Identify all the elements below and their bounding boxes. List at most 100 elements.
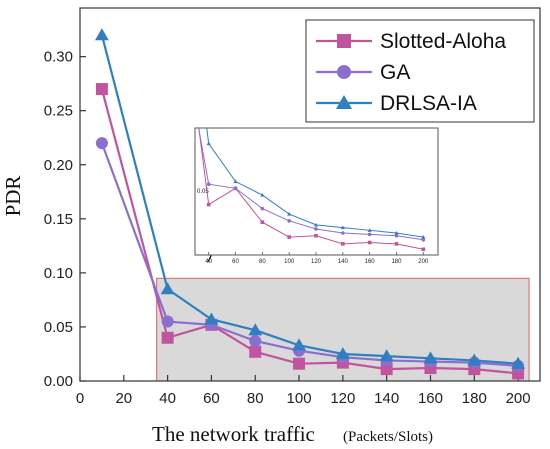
data-point-square (337, 34, 351, 48)
x-tick-label: 120 (330, 390, 355, 407)
data-point-triangle (394, 230, 399, 235)
data-point-square (314, 233, 318, 238)
data-point-circle (287, 219, 291, 223)
data-point-circle (367, 232, 372, 237)
data-point-square (421, 247, 426, 252)
inset-zoom-chart: 40 60 80 100 120 140 160 180 200 0.05 (194, 127, 439, 265)
data-point-square (293, 357, 306, 370)
y-tick-label: 0.25 (44, 103, 73, 120)
x-tick-label: 40 (159, 390, 176, 407)
data-point-circle (206, 182, 211, 187)
plot-frame (79, 7, 541, 382)
data-point-triangle (206, 141, 211, 146)
data-point-circle (260, 206, 265, 211)
data-point-circle (341, 231, 345, 235)
x-tick-label: 80 (247, 390, 264, 407)
series-slotted-aloha (95, 83, 525, 380)
x-tick-label: 200 (506, 390, 531, 407)
data-point-square (394, 242, 399, 246)
x-tick-label: 60 (203, 390, 220, 407)
series-line (100, 142, 519, 367)
inset-x-tick-label: 140 (338, 259, 349, 265)
inset-y-tick-label: 0.05 (197, 189, 209, 195)
y-axis-label: PDR (1, 176, 25, 217)
legend-item: GA (316, 61, 410, 84)
data-point-square (260, 220, 265, 224)
series-layer (95, 28, 525, 380)
series-line (100, 34, 519, 365)
y-tick-label: 0.10 (44, 265, 73, 282)
x-axis: 0 20 40 60 80 100 120 140 160 180 200 (76, 375, 531, 407)
series-line (100, 88, 519, 375)
data-point-circle (314, 227, 318, 231)
series-drlsa-ia (95, 28, 525, 369)
inset-series-line (198, 128, 424, 241)
x-tick-label: 180 (462, 390, 487, 407)
data-point-triangle (248, 323, 263, 336)
data-point-triangle (287, 211, 292, 216)
data-point-circle (233, 186, 238, 191)
x-tick-label: 140 (374, 390, 399, 407)
inset-x-tick-label: 60 (232, 259, 239, 265)
data-point-square (341, 242, 345, 246)
data-point-triangle (160, 282, 175, 295)
inset-x-tick-label: 40 (205, 259, 212, 265)
data-point-square (367, 240, 372, 245)
data-point-square (95, 83, 108, 96)
data-point-triangle (260, 192, 265, 197)
data-point-square (206, 202, 211, 207)
data-point-triangle (95, 28, 109, 41)
inset-x-tick-label: 160 (365, 259, 376, 265)
data-point-triangle (292, 338, 306, 351)
data-point-circle (95, 137, 108, 150)
data-point-triangle (204, 312, 219, 325)
x-tick-label: 20 (115, 390, 132, 407)
y-tick-label: 0.15 (44, 211, 73, 228)
data-point-circle (394, 233, 399, 238)
legend-item: DRLSA-IA (316, 92, 477, 115)
data-point-square (287, 235, 291, 239)
data-point-square (161, 331, 174, 344)
data-point-circle (161, 315, 174, 328)
data-point-triangle (313, 222, 319, 227)
data-point-triangle (335, 347, 350, 360)
data-point-triangle (233, 179, 238, 184)
data-point-triangle (421, 235, 426, 239)
x-axis-label: The network traffic (152, 422, 315, 446)
data-point-triangle (340, 225, 345, 230)
inset-x-tick-label: 120 (311, 259, 322, 265)
inset-series-line (206, 128, 424, 238)
legend-label: GA (380, 61, 410, 84)
data-point-circle (249, 334, 262, 347)
legend-label: Slotted-Aloha (380, 30, 506, 53)
data-point-triangle (423, 351, 438, 364)
inset-series-line (198, 128, 424, 250)
x-tick-label: 160 (418, 390, 443, 407)
y-tick-label: 0.00 (44, 373, 73, 390)
x-tick-label: 0 (76, 390, 84, 407)
inset-x-tick-label: 80 (259, 259, 266, 265)
x-axis-unit: (Packets/Slots) (343, 429, 433, 445)
inset-x-tick-label: 100 (284, 259, 295, 265)
y-tick-label: 0.30 (44, 49, 73, 66)
inset-x-tick-label: 200 (418, 259, 429, 265)
data-point-square (380, 363, 393, 376)
inset-x-tick-label: 180 (391, 259, 402, 265)
data-point-circle (337, 65, 351, 79)
x-tick-label: 100 (287, 390, 312, 407)
data-point-triangle (367, 228, 372, 232)
data-point-triangle (511, 356, 525, 369)
y-tick-label: 0.05 (44, 319, 73, 336)
legend-label: DRLSA-IA (380, 92, 477, 115)
y-axis: 0.00 0.05 0.10 0.15 0.20 0.25 0.30 (44, 49, 86, 390)
data-point-square (249, 345, 262, 358)
data-point-circle (421, 238, 426, 242)
data-point-triangle (335, 94, 353, 110)
legend-item: Slotted-Aloha (316, 30, 506, 53)
data-point-triangle (467, 353, 482, 366)
data-point-triangle (379, 349, 394, 362)
inset-series (198, 128, 426, 252)
y-tick-label: 0.20 (44, 157, 73, 174)
legend: Slotted-Aloha GA DRLSA-IA (305, 19, 535, 123)
